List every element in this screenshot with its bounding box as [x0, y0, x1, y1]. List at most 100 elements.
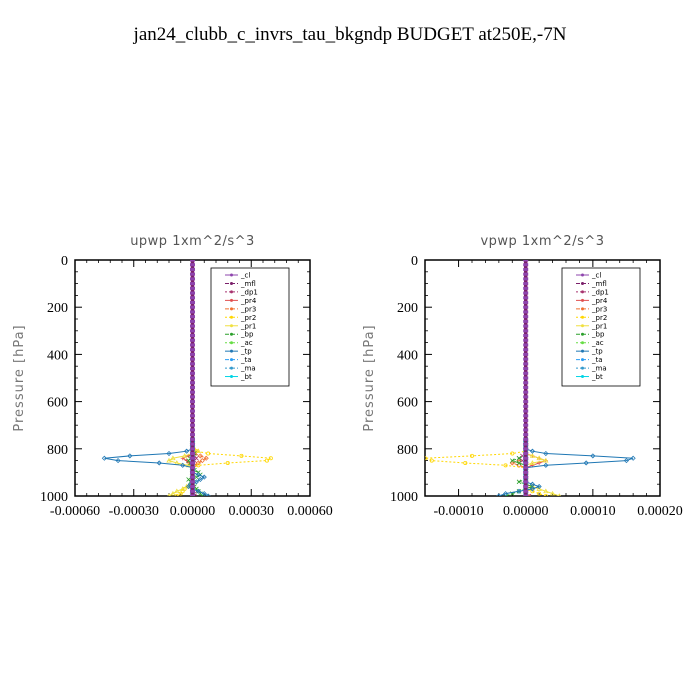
zero-profile-marker	[190, 334, 195, 338]
zero-profile-marker	[523, 385, 529, 389]
legend-marker	[230, 332, 233, 336]
y-tick-label: 400	[397, 348, 418, 363]
legend-label: _pr2	[240, 314, 256, 322]
figure-title: jan24_clubb_c_invrs_tau_bkgndp BUDGET at…	[133, 24, 567, 45]
zero-profile-marker	[190, 348, 195, 352]
y-tick-label: 600	[397, 396, 418, 411]
zero-profile-marker	[523, 414, 529, 418]
data-point	[543, 494, 548, 496]
data-point	[180, 489, 185, 494]
zero-profile-marker	[523, 456, 529, 460]
legend-marker	[581, 341, 584, 345]
legend-marker	[230, 358, 233, 362]
y-axis-label: Pressure [hPa]	[362, 324, 377, 431]
zero-profile-marker	[523, 480, 529, 484]
zero-profile-marker	[190, 414, 195, 418]
zero-profile-marker	[523, 404, 529, 408]
data-point	[186, 477, 191, 482]
y-tick-label: 1000	[390, 490, 418, 505]
data-point	[205, 493, 211, 496]
zero-profile-marker	[523, 291, 529, 295]
zero-profile-marker	[523, 485, 529, 489]
zero-profile-marker	[190, 319, 195, 323]
data-point	[239, 453, 244, 458]
data-point	[529, 453, 536, 458]
zero-profile-marker	[190, 376, 195, 380]
zero-profile-marker	[523, 371, 529, 375]
y-tick-label: 400	[47, 348, 68, 363]
zero-profile-marker	[523, 466, 529, 470]
legend-marker	[230, 375, 233, 379]
zero-profile-marker	[190, 282, 195, 286]
zero-profile-marker	[523, 395, 529, 399]
legend-marker	[581, 298, 584, 302]
panel-vpwp: vpwp 1xm^2/s^3 Pressure [hPa] 0 200 400 600 80…	[362, 234, 683, 519]
zero-profile-marker	[523, 475, 529, 479]
zero-profile-marker	[190, 367, 195, 371]
zero-profile-marker	[523, 423, 529, 427]
data-point	[184, 458, 189, 463]
x-tick-label: -0.00010	[433, 504, 483, 519]
zero-profile-marker	[523, 338, 529, 342]
zero-profile-marker	[190, 267, 195, 271]
legend-label: _pr1	[240, 322, 256, 330]
data-point	[469, 453, 474, 458]
legend-marker	[581, 273, 584, 277]
x-tick-label: 0.00000	[170, 504, 216, 519]
data-point	[193, 479, 199, 485]
data-point	[156, 460, 162, 466]
data-point	[201, 491, 207, 496]
legend-marker	[581, 290, 584, 294]
zero-profile-marker	[523, 343, 529, 347]
data-point	[195, 488, 201, 494]
zero-profile-marker	[523, 470, 529, 474]
zero-profile-marker	[190, 286, 195, 290]
data-point	[203, 455, 209, 461]
legend-marker	[230, 315, 233, 319]
zero-profile-marker	[523, 409, 529, 413]
data-point	[181, 453, 188, 458]
zero-profile-marker	[190, 466, 195, 470]
legend-label: _pr3	[240, 305, 256, 313]
legend-marker	[581, 315, 584, 319]
data-point	[529, 481, 535, 487]
data-point	[543, 450, 549, 457]
zero-profile-marker	[190, 400, 195, 404]
data-point	[268, 456, 273, 461]
data-point	[101, 455, 107, 461]
zero-profile-marker	[523, 437, 529, 441]
data-point	[590, 453, 596, 459]
zero-profile-marker	[190, 447, 195, 451]
data-point	[537, 491, 542, 496]
data-point	[195, 448, 202, 454]
legend-label: _pr1	[591, 322, 607, 330]
zero-profile-marker	[190, 485, 195, 489]
zero-profile-marker	[523, 452, 529, 456]
legend-marker	[581, 358, 584, 362]
zero-profile-marker	[523, 267, 529, 271]
zero-profile-marker	[523, 381, 529, 385]
legend-label: _pr4	[240, 297, 257, 305]
legend-label: _cl	[591, 272, 601, 280]
data-point	[174, 488, 180, 494]
legend-label: _bp	[591, 331, 605, 339]
zero-profile-marker	[190, 428, 195, 432]
zero-profile-marker	[190, 433, 195, 437]
x-tick-label: 0.00010	[570, 504, 616, 519]
zero-profile-marker	[190, 395, 195, 399]
zero-profile-marker	[523, 272, 529, 276]
data-point	[530, 489, 535, 494]
legend-label: _cl	[240, 272, 250, 280]
data-point	[170, 455, 176, 461]
legend-marker	[581, 324, 584, 328]
legend-label: _bt	[591, 373, 603, 381]
zero-profile-marker	[523, 296, 529, 300]
zero-profile-marker	[190, 296, 195, 300]
zero-profile-marker	[190, 357, 195, 361]
legend-label: _mfl	[240, 280, 256, 288]
data-point	[543, 462, 549, 468]
zero-profile-marker	[190, 404, 195, 408]
data-point	[529, 448, 535, 454]
legend-label: _tp	[591, 348, 603, 356]
